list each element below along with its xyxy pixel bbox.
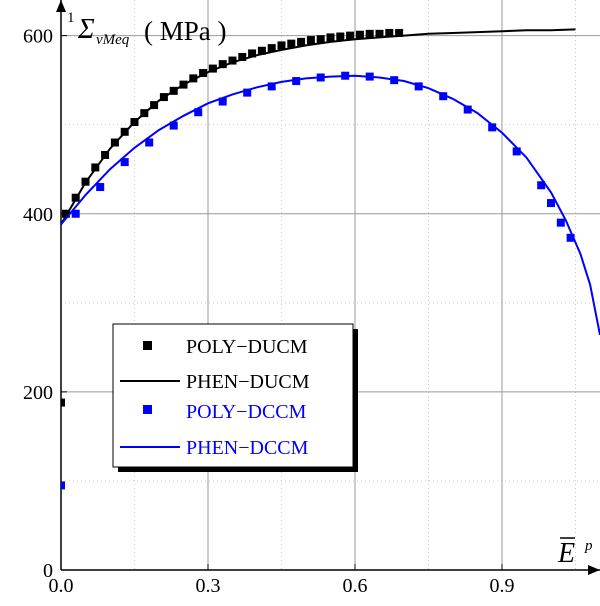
y-axis-arrow [56, 0, 66, 12]
x-tick-label: 0.6 [343, 575, 368, 597]
data-point-poly-ducm [228, 56, 237, 65]
data-point-poly-dccm [120, 158, 129, 167]
data-point-poly-ducm [316, 35, 325, 44]
data-point-poly-dccm [414, 82, 423, 91]
data-point-poly-dccm [243, 88, 252, 97]
data-point-poly-dccm [218, 97, 227, 106]
data-point-poly-ducm [208, 64, 217, 73]
data-point-poly-ducm [395, 28, 404, 37]
data-point-poly-ducm [61, 209, 70, 218]
x-axis-label-superscript: p [584, 538, 593, 554]
y-axis-label-unit: ( MPa ) [144, 16, 227, 46]
data-point-poly-dccm [194, 108, 203, 117]
x-axis-arrow [588, 565, 600, 575]
data-point-poly-ducm [297, 37, 306, 46]
tick-labels: 0.0 0.3 0.6 0.9 0 200 400 600 [23, 26, 515, 597]
data-point-poly-ducm [199, 69, 208, 78]
y-tick-label: 0 [43, 560, 53, 582]
data-point-poly-ducm [287, 39, 296, 48]
series-line-phen-dccm [61, 74, 600, 336]
legend-label-poly-ducm: POLY−DUCM [186, 336, 308, 358]
data-point-poly-dccm [512, 147, 521, 156]
axes [56, 0, 600, 575]
data-point-poly-dccm [267, 82, 276, 91]
data-point-poly-ducm [346, 31, 355, 40]
legend-label-phen-ducm: PHEN−DUCM [186, 371, 310, 393]
data-point-poly-dccm [537, 181, 546, 190]
y-axis-label-symbol: Σ [77, 14, 95, 45]
data-point-poly-dccm [566, 233, 575, 242]
legend-label-phen-dccm: PHEN−DCCM [186, 437, 309, 459]
data-point-poly-ducm [238, 53, 247, 61]
series-line-phen-ducm [61, 28, 576, 225]
data-point-poly-ducm [355, 30, 364, 39]
legend-label-poly-dccm: POLY−DCCM [186, 401, 307, 423]
data-point-poly-ducm [189, 74, 198, 83]
data-point-poly-ducm [248, 49, 257, 58]
series-layer [61, 28, 600, 490]
data-point-poly-ducm [365, 29, 374, 38]
data-point-poly-dccm [71, 209, 80, 218]
x-tick-label: 0.9 [490, 575, 515, 597]
y-tick-label: 200 [23, 382, 53, 404]
data-point-poly-dccm [547, 199, 555, 208]
y-axis-label-subscript: vMeq [96, 32, 130, 48]
data-point-poly-ducm [277, 41, 286, 50]
data-point-poly-dccm [145, 138, 154, 147]
x-axis-label: E p [557, 537, 593, 569]
data-point-poly-ducm [375, 29, 384, 38]
x-tick-label: 0.3 [196, 575, 221, 597]
data-point-poly-dccm [463, 105, 472, 114]
y-tick-label: 600 [23, 26, 53, 48]
data-point-poly-ducm [385, 28, 394, 37]
grid [61, 0, 600, 570]
y-tick-label: 400 [23, 204, 53, 226]
legend: POLY−DUCM PHEN−DUCM POLY−DCCM PHEN−DCCM [112, 323, 358, 472]
x-tick-label: 0.0 [49, 575, 74, 597]
data-point-poly-ducm [336, 32, 345, 41]
data-point-poly-dccm [556, 218, 565, 227]
data-point-poly-dccm [169, 121, 178, 130]
legend-marker-poly-dccm [143, 405, 152, 414]
data-point-poly-ducm [61, 398, 65, 407]
legend-box [112, 323, 354, 468]
x-axis-label-symbol: E [557, 538, 575, 569]
y-axis-label: 1 Σ vMeq ( MPa ) [67, 10, 227, 48]
data-point-poly-ducm [306, 36, 315, 45]
data-point-poly-ducm [218, 60, 227, 69]
legend-marker-poly-ducm [143, 341, 152, 350]
data-point-poly-dccm [439, 92, 448, 101]
data-point-poly-dccm [61, 481, 65, 490]
data-point-poly-dccm [292, 77, 301, 86]
data-point-poly-dccm [96, 183, 105, 192]
data-point-poly-dccm [488, 123, 497, 132]
data-point-poly-ducm [267, 44, 276, 53]
data-point-poly-ducm [257, 46, 266, 55]
data-point-poly-ducm [326, 33, 335, 42]
y-axis-label-prefix: 1 [67, 10, 75, 26]
